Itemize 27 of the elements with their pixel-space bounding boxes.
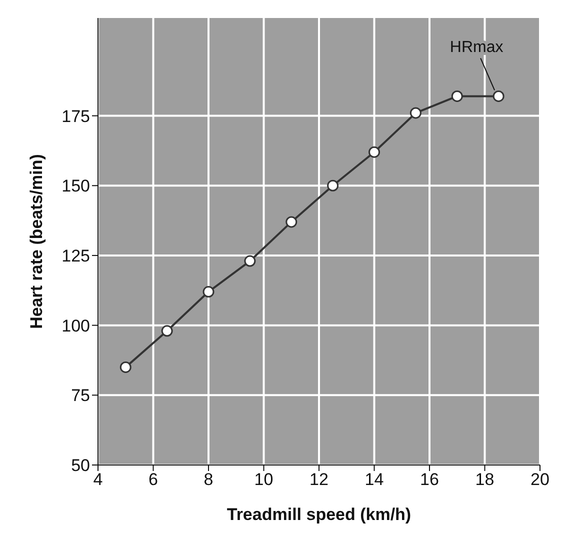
point [368,146,380,158]
x-tick-label: 14 [364,470,384,490]
point [492,90,504,102]
y-tick-label: 150 [62,176,90,196]
x-tick-label: 18 [475,470,494,490]
x-tick-label: 10 [254,470,274,490]
x-tick-label: 4 [93,470,103,490]
point [161,325,173,337]
point [202,286,214,298]
point [286,216,298,228]
y-tick-label: 100 [62,316,90,336]
x-tick-label: 16 [420,470,439,490]
point [120,361,132,373]
y-axis-title: Heart rate (beats/min) [27,154,46,329]
x-tick-label: 6 [148,470,158,490]
x-tick-label: 20 [530,470,550,490]
y-tick-label: 50 [71,456,90,476]
x-tick-label: 12 [310,470,328,490]
point [244,255,256,267]
y-tick-label: 175 [62,106,90,126]
point [410,107,422,119]
x-tick-label: 8 [204,470,214,490]
y-tick-label: 75 [71,386,90,406]
x-axis-title: Treadmill speed (km/h) [226,505,412,524]
point [327,180,339,192]
y-tick-label: 125 [62,246,90,266]
point [451,90,463,102]
